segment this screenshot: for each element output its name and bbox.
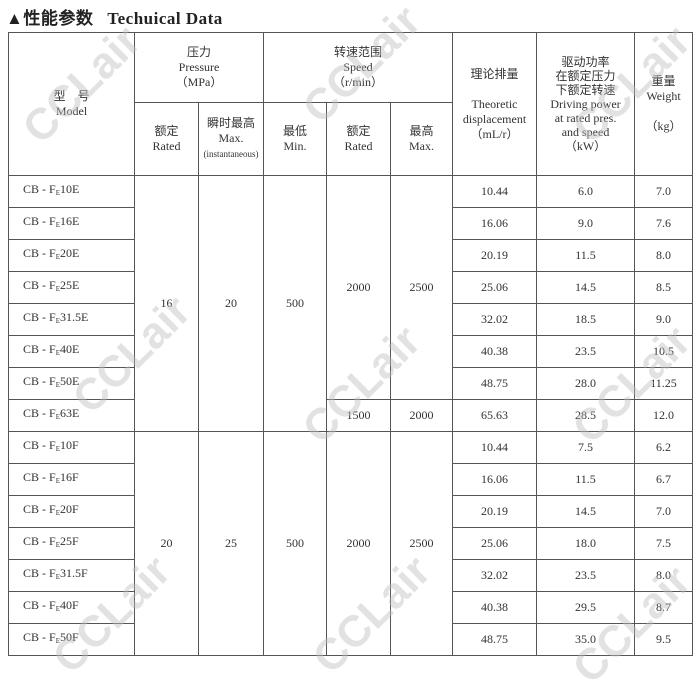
table-row: CB - FE10F 20 25 500 2000 2500 10.44 7.5 6.2 xyxy=(8,431,694,656)
speed-rated-cell: 2000 xyxy=(326,175,392,400)
weight-cell: 7.5 xyxy=(634,527,694,560)
table-row: CB - FE50F 48.75 35.0 9.5 xyxy=(8,623,694,656)
displacement-cell: 48.75 xyxy=(452,623,538,656)
model-cell: CB - FE40E xyxy=(8,335,135,368)
weight-cell: 11.25 xyxy=(634,367,694,400)
displacement-cell: 10.44 xyxy=(452,431,538,464)
power-cell: 14.5 xyxy=(536,495,636,528)
pressure-rated-cell: 20 xyxy=(134,431,199,656)
pressure-rated-header: 额定 Rated xyxy=(134,102,199,176)
weight-cell: 6.2 xyxy=(634,431,694,464)
weight-cell: 8.0 xyxy=(634,559,694,592)
weight-cell: 7.0 xyxy=(634,495,694,528)
power-cell: 14.5 xyxy=(536,271,636,304)
weight-cell: 7.6 xyxy=(634,207,694,240)
weight-cell: 7.0 xyxy=(634,175,694,208)
title-zh: 性能参数 xyxy=(23,9,94,28)
section-title: ▲性能参数 Techuical Data xyxy=(6,4,223,29)
displacement-cell: 10.44 xyxy=(452,175,538,208)
displacement-cell: 65.63 xyxy=(452,399,538,432)
triangle-icon: ▲ xyxy=(6,9,24,28)
speed-min-header: 最低 Min. xyxy=(263,102,328,176)
speed-max-cell: 2500 xyxy=(390,431,454,656)
power-cell: 18.0 xyxy=(536,527,636,560)
speed-max-cell: 2000 xyxy=(390,399,454,432)
table-row: CB - FE63E 1500 2000 65.63 28.5 12.0 xyxy=(8,399,694,432)
speed-rated-header: 额定 Rated xyxy=(326,102,392,176)
model-cell: CB - FE40F xyxy=(8,591,135,624)
weight-cell: 8.7 xyxy=(634,591,694,624)
model-cell: CB - FE16E xyxy=(8,207,135,240)
displacement-cell: 16.06 xyxy=(452,207,538,240)
speed-rated-cell: 2000 xyxy=(326,431,392,656)
power-cell: 6.0 xyxy=(536,175,636,208)
technical-data-table: 型 号 Model 压力 Pressure （MPa） 转速范围 Speed （r/min… xyxy=(8,32,694,656)
model-cell: CB - FE16F xyxy=(8,463,135,496)
power-cell: 23.5 xyxy=(536,335,636,368)
speed-max-cell: 2500 xyxy=(390,175,454,400)
model-cell: CB - FE31.5F xyxy=(8,559,135,592)
model-cell: CB - FE25F xyxy=(8,527,135,560)
power-cell: 28.0 xyxy=(536,367,636,400)
displacement-cell: 48.75 xyxy=(452,367,538,400)
model-cell: CB - FE10F xyxy=(8,431,135,464)
power-cell: 9.0 xyxy=(536,207,636,240)
table-row: CB - FE40E 40.38 23.5 10.5 xyxy=(8,335,694,368)
weight-cell: 8.5 xyxy=(634,271,694,304)
displacement-cell: 20.19 xyxy=(452,239,538,272)
displacement-cell: 32.02 xyxy=(452,303,538,336)
model-cell: CB - FE25E xyxy=(8,271,135,304)
table-row: CB - FE25E 25.06 14.5 8.5 xyxy=(8,271,694,304)
model-cell: CB - FE63E xyxy=(8,399,135,432)
displacement-cell: 25.06 xyxy=(452,527,538,560)
weight-cell: 12.0 xyxy=(634,399,694,432)
table-row: CB - FE20F 20.19 14.5 7.0 xyxy=(8,495,694,528)
pressure-header: 压力 Pressure （MPa） xyxy=(133,32,265,103)
displacement-cell: 20.19 xyxy=(452,495,538,528)
pressure-rated-cell: 16 xyxy=(134,175,199,432)
displacement-cell: 32.02 xyxy=(452,559,538,592)
power-cell: 11.5 xyxy=(536,239,636,272)
pressure-max-cell: 20 xyxy=(197,175,265,432)
speed-rated-cell: 1500 xyxy=(326,399,392,432)
weight-cell: 9.0 xyxy=(634,303,694,336)
power-cell: 35.0 xyxy=(536,623,636,656)
table-row: CB - FE31.5E 32.02 18.5 9.0 xyxy=(8,303,694,336)
power-cell: 11.5 xyxy=(536,463,636,496)
power-cell: 29.5 xyxy=(536,591,636,624)
table-row: CB - FE16E 16.06 9.0 7.6 xyxy=(8,207,694,240)
power-header: 驱动功率 在额定压力 下额定转速 Driving power at rated pres… xyxy=(536,32,636,176)
displacement-header: 理论排量 Theoretic displacement （mL/r） xyxy=(452,32,538,176)
speed-min-cell: 500 xyxy=(263,431,328,656)
speed-max-header: 最高 Max. xyxy=(390,102,454,176)
displacement-cell: 40.38 xyxy=(452,591,538,624)
title-en: Techuical Data xyxy=(107,9,223,28)
model-cell: CB - FE20E xyxy=(8,239,135,272)
power-cell: 18.5 xyxy=(536,303,636,336)
table-row: CB - FE10E 16 20 500 2000 2500 10.44 6.0 7.0 xyxy=(8,175,694,432)
displacement-cell: 16.06 xyxy=(452,463,538,496)
model-header: 型 号 Model xyxy=(8,32,135,176)
model-cell: CB - FE50E xyxy=(8,367,135,400)
weight-cell: 6.7 xyxy=(634,463,694,496)
table-row: CB - FE50E 48.75 28.0 11.25 xyxy=(8,367,694,400)
model-cell: CB - FE20F xyxy=(8,495,135,528)
displacement-cell: 25.06 xyxy=(452,271,538,304)
weight-cell: 10.5 xyxy=(634,335,694,368)
model-cell: CB - FE50F xyxy=(8,623,135,656)
power-cell: 23.5 xyxy=(536,559,636,592)
power-cell: 7.5 xyxy=(536,431,636,464)
weight-cell: 9.5 xyxy=(634,623,694,656)
weight-header: 重量 Weight （kg） xyxy=(634,32,694,176)
displacement-cell: 40.38 xyxy=(452,335,538,368)
model-cell: CB - FE31.5E xyxy=(8,303,135,336)
weight-cell: 8.0 xyxy=(634,239,694,272)
power-cell: 28.5 xyxy=(536,399,636,432)
pressure-max-cell: 25 xyxy=(197,431,265,656)
speed-header: 转速范围 Speed （r/min） xyxy=(263,32,454,103)
model-cell: CB - FE10E xyxy=(8,175,135,208)
speed-min-cell: 500 xyxy=(263,175,328,432)
pressure-max-header: 瞬时最高 Max. (instantaneous) xyxy=(197,102,265,176)
table-row: CB - FE31.5F 32.02 23.5 8.0 xyxy=(8,559,694,592)
